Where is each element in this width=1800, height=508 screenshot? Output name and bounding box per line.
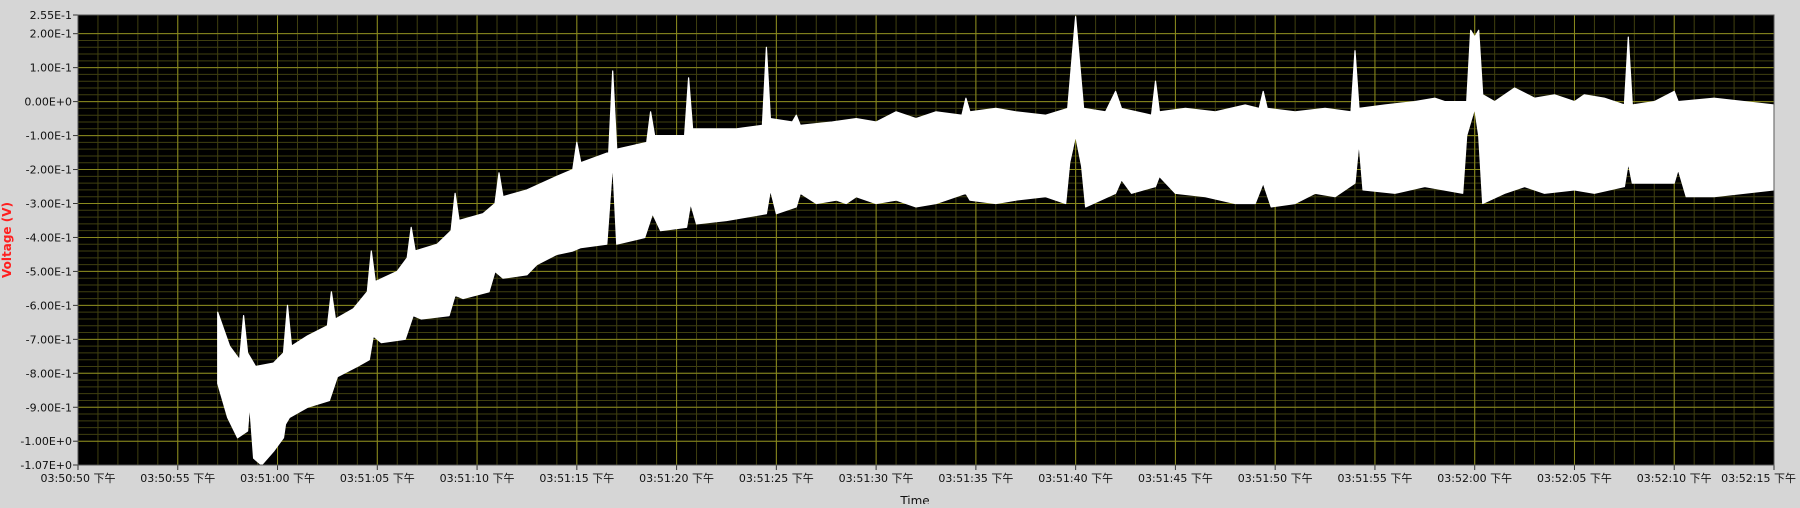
y-axis-ticks: 2.55E-1 2.00E-1 1.00E-1 0.00E+0 -1.00E-1 -2.0…: [20, 9, 78, 472]
x-tick-label: 03:51:05 下午: [340, 472, 415, 485]
y-tick-label: 0.00E+0: [24, 96, 72, 109]
y-tick-label: -4.00E-1: [26, 231, 72, 244]
plot-area: [78, 15, 1774, 465]
x-tick-label: 03:52:00 下午: [1437, 472, 1512, 485]
y-tick-label: -3.00E-1: [26, 197, 72, 210]
x-tick-label: 03:51:10 下午: [440, 472, 515, 485]
x-tick-label: 03:51:50 下午: [1238, 472, 1313, 485]
y-axis-label: Voltage (V): [0, 202, 14, 278]
y-tick-label: -7.00E-1: [26, 333, 72, 346]
x-tick-label: 03:51:40 下午: [1038, 472, 1113, 485]
x-tick-label: 03:50:50 下午: [41, 472, 116, 485]
x-tick-label: 03:52:15 下午: [1721, 472, 1796, 485]
y-tick-label: 2.55E-1: [30, 9, 72, 22]
x-tick-label: 03:51:55 下午: [1337, 472, 1412, 485]
x-tick-label: 03:50:55 下午: [140, 472, 215, 485]
y-tick-label: -6.00E-1: [26, 299, 72, 312]
x-tick-label: 03:51:35 下午: [938, 472, 1013, 485]
x-tick-label: 03:52:05 下午: [1537, 472, 1612, 485]
y-tick-label: -1.00E-1: [26, 130, 72, 143]
x-tick-label: 03:51:25 下午: [739, 472, 814, 485]
plot-frame: [77, 14, 1775, 466]
y-tick-label: -1.07E+0: [20, 459, 72, 472]
y-tick-label: -9.00E-1: [26, 401, 72, 414]
x-tick-label: 03:51:15 下午: [539, 472, 614, 485]
x-tick-label: 03:51:45 下午: [1138, 472, 1213, 485]
x-axis-ticks: 03:50:50 下午 03:50:55 下午 03:51:00 下午 03:51:0…: [41, 465, 1796, 485]
y-tick-label: 1.00E-1: [30, 62, 72, 75]
x-tick-label: 03:51:30 下午: [839, 472, 914, 485]
x-tick-label: 03:51:00 下午: [240, 472, 315, 485]
y-tick-label: -8.00E-1: [26, 367, 72, 380]
y-tick-label: -2.00E-1: [26, 164, 72, 177]
x-tick-label: 03:52:10 下午: [1637, 472, 1712, 485]
series-envelope-0: [217, 16, 1775, 466]
y-tick-label: -1.00E+0: [20, 435, 72, 448]
x-tick-label: 03:51:20 下午: [639, 472, 714, 485]
y-tick-label: 2.00E-1: [30, 28, 72, 41]
x-axis-label: Time: [899, 494, 929, 504]
series-layer: [217, 16, 1775, 466]
y-tick-label: -5.00E-1: [26, 265, 72, 278]
